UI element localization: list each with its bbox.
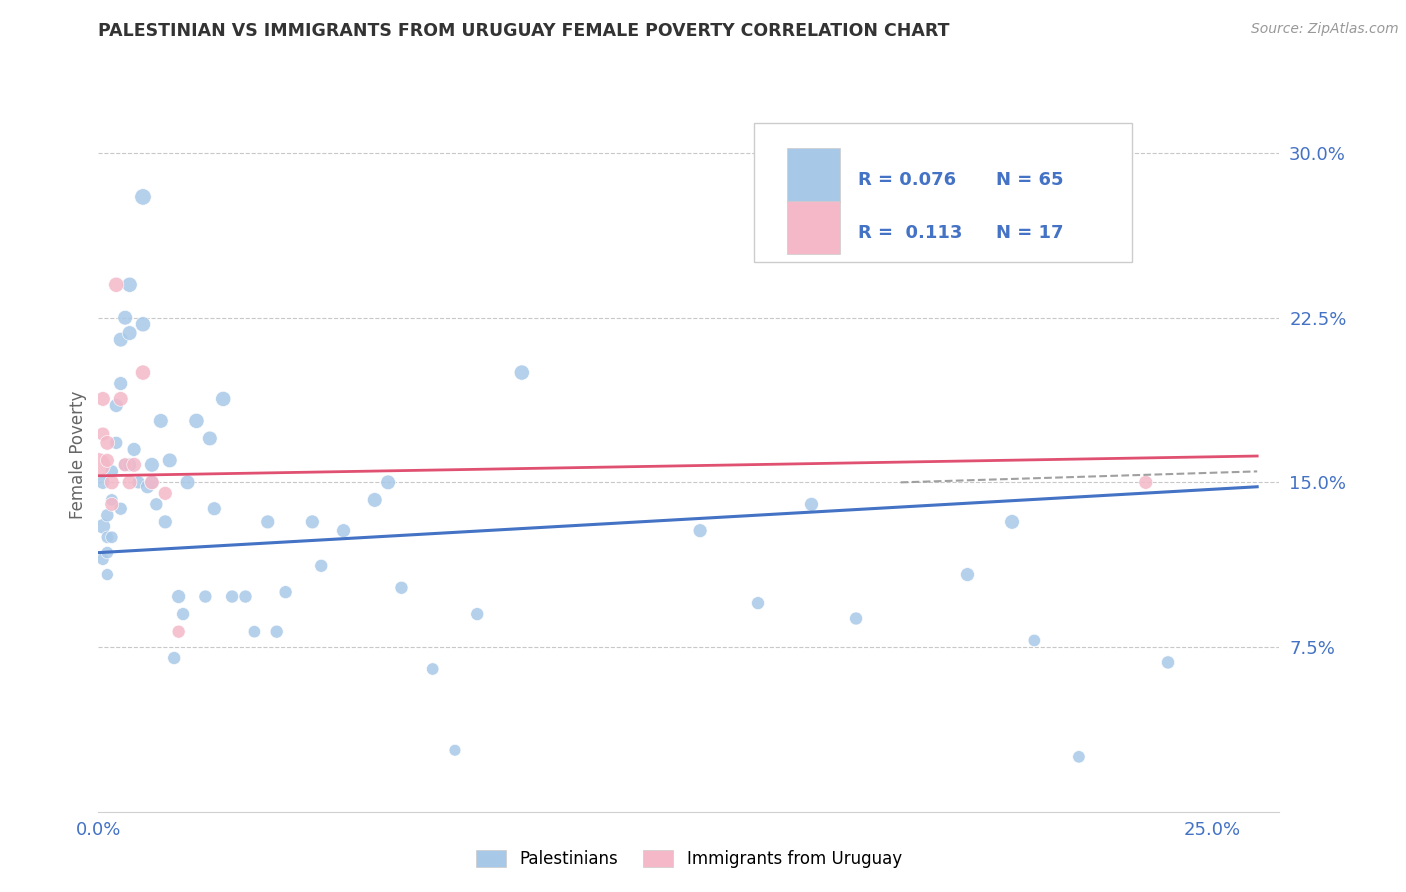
Point (96, 453, 118, 467)
Point (172, 607, 194, 621)
Point (149, 414, 172, 428)
Point (105, 399, 128, 413)
Point (202, 501, 225, 516)
Point (91, 519, 114, 533)
Point (91, 552, 114, 566)
Point (96, 530, 118, 544)
Point (1157, 656, 1180, 670)
Point (141, 475, 163, 490)
Point (110, 392, 132, 406)
Point (118, 475, 141, 490)
Point (110, 333, 132, 347)
Point (301, 515, 323, 529)
Point (155, 486, 177, 500)
Point (198, 432, 221, 446)
Point (141, 475, 163, 490)
Point (145, 497, 167, 511)
Point (1001, 515, 1024, 529)
Point (800, 497, 823, 511)
FancyBboxPatch shape (787, 148, 841, 202)
Point (105, 277, 128, 292)
Point (956, 567, 979, 582)
Point (96, 546, 118, 560)
Point (167, 590, 190, 604)
Text: R = 0.076: R = 0.076 (858, 171, 956, 189)
Point (122, 442, 145, 457)
Point (110, 501, 132, 516)
Point (105, 435, 128, 450)
Point (391, 581, 413, 595)
Point (266, 624, 288, 639)
Point (194, 590, 217, 604)
Point (101, 475, 124, 490)
Point (747, 596, 769, 610)
Point (132, 190, 155, 204)
Point (101, 530, 124, 544)
FancyBboxPatch shape (787, 201, 841, 254)
Point (128, 475, 150, 490)
Point (510, 366, 533, 380)
Point (377, 475, 399, 490)
Point (1024, 633, 1046, 648)
Point (1067, 749, 1090, 764)
Point (309, 558, 332, 573)
Point (212, 392, 235, 406)
Point (91, 392, 114, 406)
Point (114, 458, 136, 472)
Legend: Palestinians, Immigrants from Uruguay: Palestinians, Immigrants from Uruguay (470, 843, 908, 875)
Y-axis label: Female Poverty: Female Poverty (69, 391, 87, 519)
Point (159, 453, 181, 467)
Point (332, 524, 354, 538)
Text: R =  0.113: R = 0.113 (858, 224, 962, 242)
Point (132, 366, 155, 380)
Point (141, 458, 163, 472)
Point (465, 607, 488, 621)
Point (444, 743, 467, 757)
Point (114, 458, 136, 472)
Point (274, 585, 297, 599)
Point (422, 662, 444, 676)
Point (1135, 475, 1157, 490)
FancyBboxPatch shape (754, 123, 1132, 262)
Point (256, 515, 278, 529)
Point (118, 458, 141, 472)
Point (96, 567, 118, 582)
Point (96, 508, 118, 523)
Point (167, 624, 190, 639)
Point (689, 524, 711, 538)
Point (101, 497, 124, 511)
Text: N = 17: N = 17 (995, 224, 1063, 242)
Point (364, 492, 387, 507)
Point (132, 318, 155, 332)
Point (118, 326, 141, 340)
Point (155, 515, 177, 529)
Point (110, 376, 132, 391)
Point (163, 651, 186, 665)
Point (96, 435, 118, 450)
Point (87, 458, 110, 472)
Point (101, 492, 124, 507)
Point (186, 414, 208, 428)
Point (845, 611, 868, 625)
Text: PALESTINIAN VS IMMIGRANTS FROM URUGUAY FEMALE POVERTY CORRELATION CHART: PALESTINIAN VS IMMIGRANTS FROM URUGUAY F… (98, 22, 950, 40)
Point (118, 277, 141, 292)
Point (176, 475, 198, 490)
Point (235, 590, 257, 604)
Text: Source: ZipAtlas.com: Source: ZipAtlas.com (1251, 22, 1399, 37)
Point (101, 464, 124, 478)
Text: N = 65: N = 65 (995, 171, 1063, 189)
Point (91, 427, 114, 442)
Point (91, 475, 114, 490)
Point (122, 458, 145, 472)
Point (114, 310, 136, 325)
Point (243, 624, 266, 639)
Point (221, 590, 243, 604)
Point (136, 480, 159, 494)
